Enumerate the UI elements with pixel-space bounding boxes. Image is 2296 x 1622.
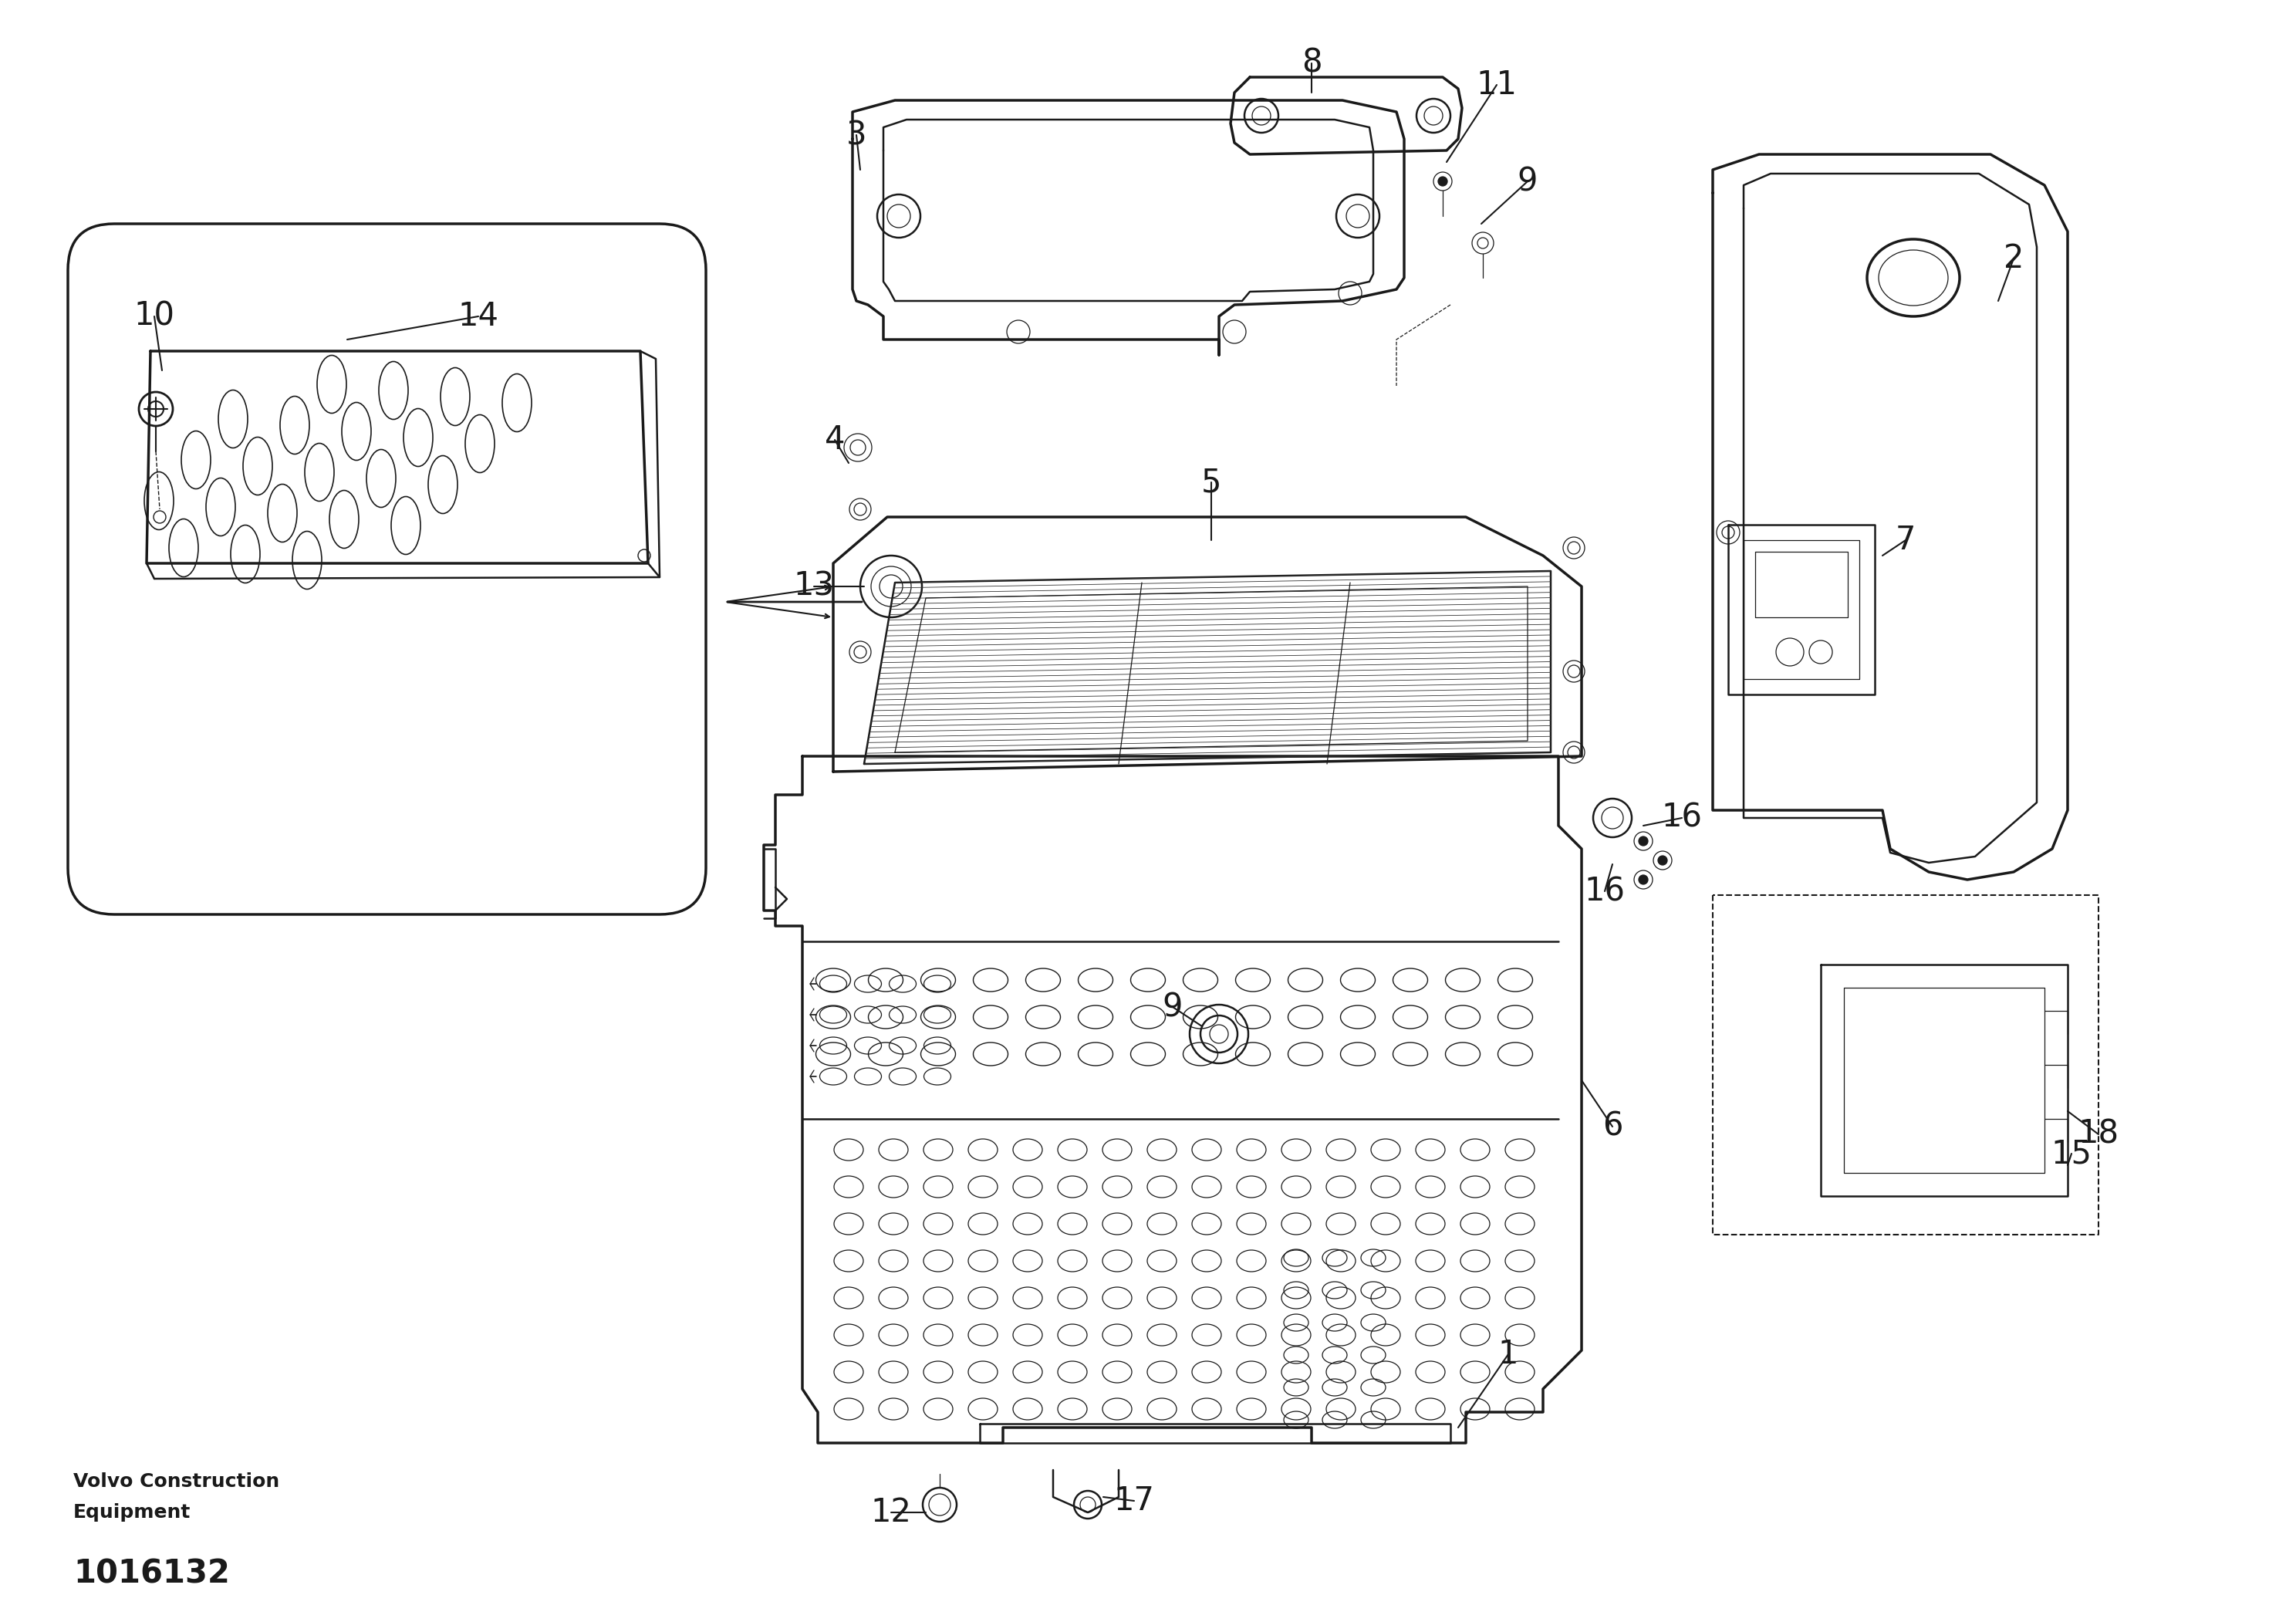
Text: 1: 1: [1497, 1338, 1518, 1371]
Text: 7: 7: [1896, 524, 1915, 556]
Text: 18: 18: [2078, 1118, 2119, 1150]
Circle shape: [1639, 874, 1649, 884]
Text: 16: 16: [1662, 801, 1701, 834]
Text: Equipment: Equipment: [73, 1504, 191, 1521]
Text: 17: 17: [1114, 1484, 1155, 1517]
Text: 10: 10: [133, 300, 174, 333]
Text: 5: 5: [1201, 466, 1221, 498]
Text: 3: 3: [847, 118, 866, 151]
Text: 15: 15: [2050, 1137, 2092, 1169]
Text: 6: 6: [1603, 1111, 1623, 1144]
Circle shape: [1437, 177, 1446, 187]
Text: 16: 16: [1584, 874, 1626, 907]
Text: 9: 9: [1518, 165, 1538, 198]
Text: 14: 14: [457, 300, 498, 333]
Circle shape: [1658, 856, 1667, 865]
Text: 12: 12: [870, 1495, 912, 1528]
Text: Volvo Construction: Volvo Construction: [73, 1473, 280, 1491]
Text: 11: 11: [1476, 68, 1518, 101]
Circle shape: [1639, 837, 1649, 845]
Text: 2: 2: [2004, 242, 2023, 274]
Text: 8: 8: [1302, 47, 1322, 79]
Text: 4: 4: [824, 423, 845, 456]
FancyBboxPatch shape: [69, 224, 705, 915]
Text: 1016132: 1016132: [73, 1559, 230, 1590]
Text: 9: 9: [1162, 991, 1182, 1023]
Text: 13: 13: [794, 571, 833, 603]
